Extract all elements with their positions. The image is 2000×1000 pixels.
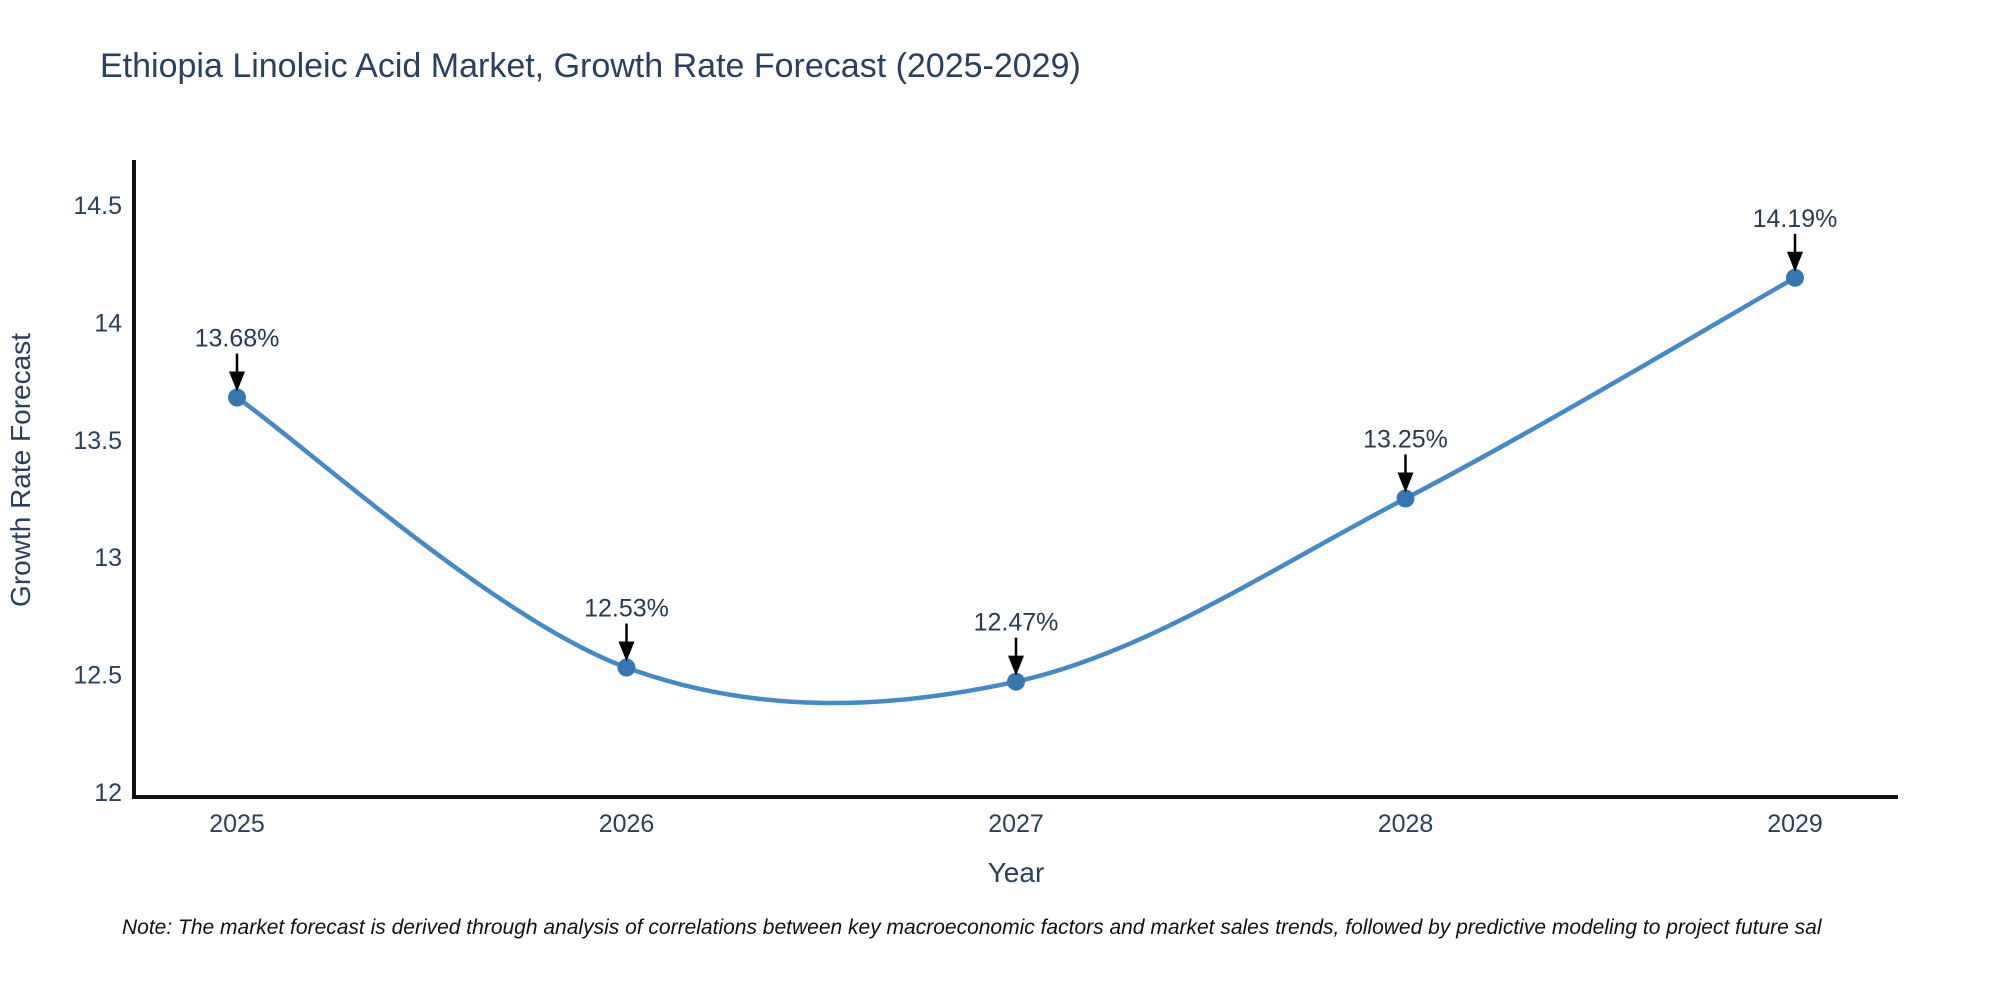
x-tick-label: 2029 <box>1767 810 1823 838</box>
x-axis-title: Year <box>988 857 1045 888</box>
y-tick-label: 12 <box>94 779 122 807</box>
point-value-label: 13.68% <box>195 325 280 353</box>
y-tick-label: 14 <box>94 309 122 337</box>
data-point <box>1396 489 1415 508</box>
data-point <box>1786 268 1804 287</box>
x-tick-label: 2025 <box>209 810 265 838</box>
data-point <box>617 658 636 677</box>
x-tick-label: 2027 <box>988 810 1044 838</box>
annotation-arrowhead <box>1787 251 1803 272</box>
annotation-arrowhead <box>1008 655 1024 676</box>
y-tick-label: 14.5 <box>73 192 122 220</box>
y-tick-label: 12.5 <box>73 662 122 690</box>
point-value-label: 13.25% <box>1363 426 1448 454</box>
point-value-label: 14.19% <box>1753 205 1838 233</box>
chart-title: Ethiopia Linoleic Acid Market, Growth Ra… <box>100 47 1081 85</box>
y-tick-label: 13.5 <box>73 427 122 455</box>
plot-area: 12 12.5 13 13.5 14 14.5 2025 2026 2027 2028 2029 13… <box>73 160 1898 838</box>
data-point <box>1007 672 1025 691</box>
annotation-arrowhead <box>618 641 635 662</box>
annotation-arrowhead <box>229 371 245 392</box>
annotation-arrowhead <box>1397 472 1414 493</box>
y-axis-title: Growth Rate Forecast <box>5 333 36 607</box>
point-value-label: 12.53% <box>584 595 669 623</box>
point-value-label: 12.47% <box>974 609 1059 637</box>
data-point <box>228 388 246 407</box>
x-tick-label: 2028 <box>1378 810 1434 838</box>
x-tick-label: 2026 <box>599 810 655 838</box>
y-tick-label: 13 <box>94 544 122 572</box>
footnote-text: Note: The market forecast is derived thr… <box>122 916 1822 939</box>
